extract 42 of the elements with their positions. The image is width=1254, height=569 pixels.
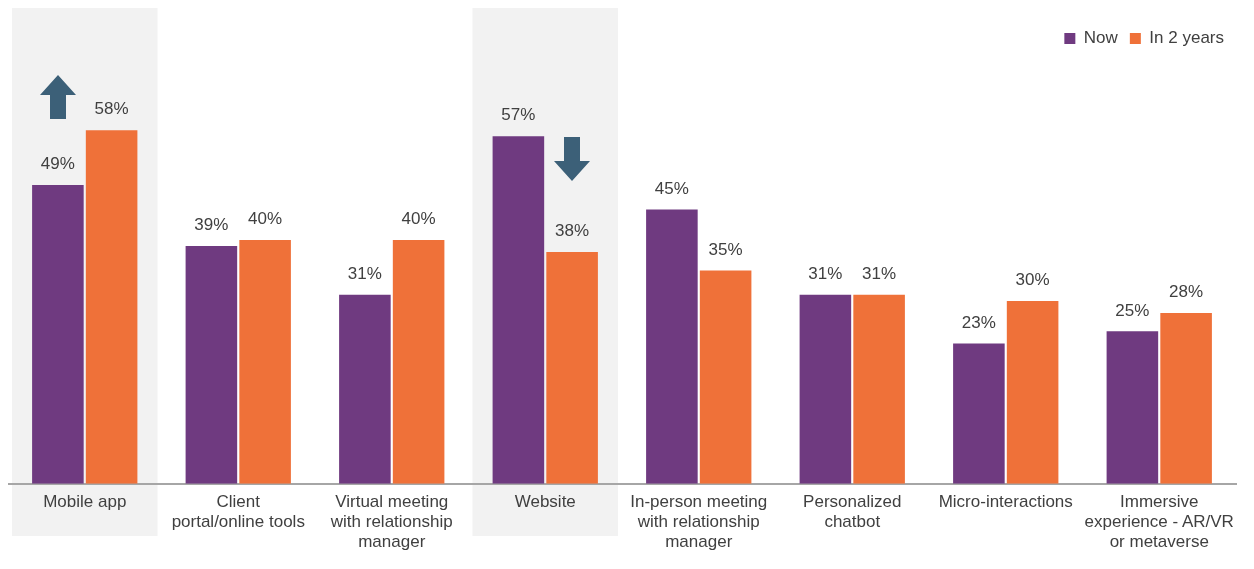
data-label: 40% (401, 209, 436, 229)
data-label: 23% (961, 312, 996, 332)
data-label: 31% (347, 263, 382, 283)
data-label: 38% (555, 221, 590, 241)
bar (32, 185, 84, 484)
bar (1006, 300, 1059, 484)
data-label: 45% (654, 178, 689, 198)
bar (953, 343, 1005, 484)
x-tick-label: Immersive experience - AR/VR or metaverse (1084, 491, 1234, 552)
bar (699, 270, 752, 484)
bar (853, 294, 905, 484)
x-tick-label: Virtual meeting with relationship manager (329, 491, 453, 552)
x-tick-label: In-person meeting with relationship manager (630, 491, 768, 552)
data-label: 30% (1015, 270, 1050, 290)
data-label: 31% (862, 263, 897, 283)
data-label: 31% (808, 263, 843, 283)
bar (546, 252, 598, 484)
data-label: 35% (708, 239, 743, 259)
bar (799, 294, 852, 484)
legend-label: Now (1083, 28, 1119, 48)
data-label: 57% (501, 105, 536, 125)
legend-label: In 2 years (1149, 28, 1225, 48)
data-label: 58% (94, 99, 129, 119)
bar (85, 130, 138, 484)
x-tick-label: Client portal/online tools (171, 491, 305, 532)
x-tick-label: Mobile app (43, 491, 127, 511)
bar (392, 239, 445, 484)
bar (1106, 331, 1159, 484)
data-label: 40% (248, 209, 283, 229)
x-tick-label: Personalized chatbot (803, 491, 902, 532)
data-label: 28% (1169, 282, 1204, 302)
data-label: 39% (194, 215, 229, 235)
bar (185, 246, 238, 484)
data-label: 25% (1115, 300, 1150, 320)
bar (1160, 313, 1212, 484)
bar (492, 136, 545, 484)
x-tick-label: Micro-interactions (938, 491, 1073, 511)
bar (239, 239, 291, 484)
bar (339, 294, 391, 484)
data-label: 49% (40, 154, 75, 174)
bar (646, 209, 698, 484)
x-tick-label: Website (514, 491, 576, 511)
